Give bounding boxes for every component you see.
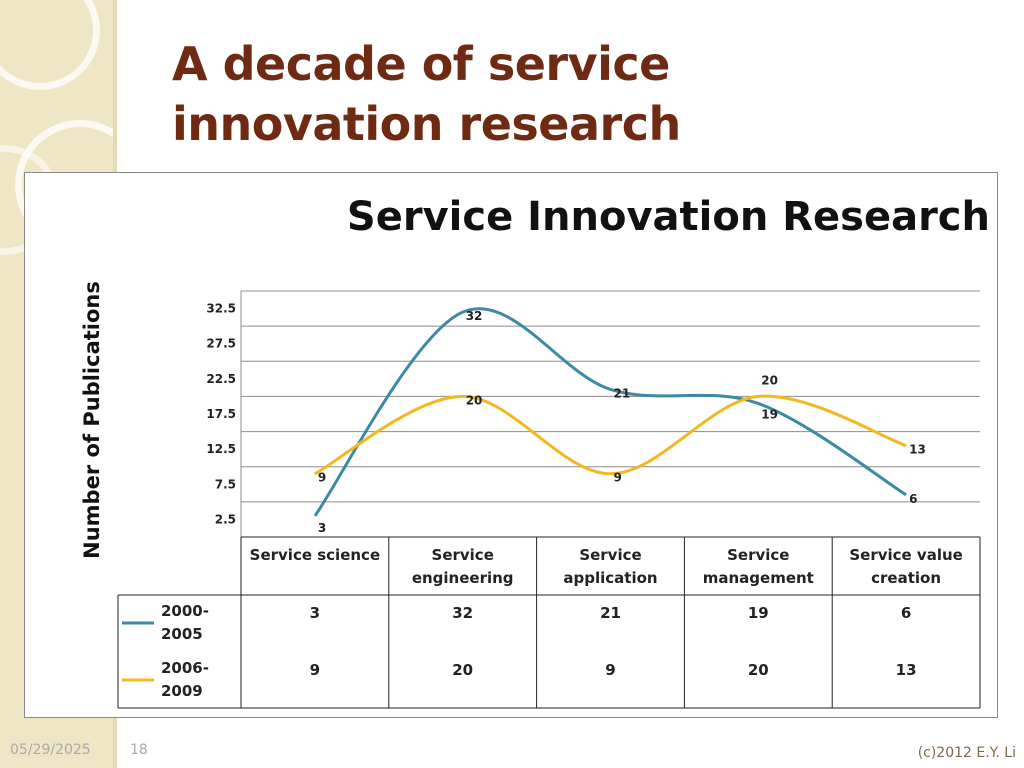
decorative-ring [0,0,100,90]
data-label: 19 [761,407,778,421]
y-tick-label: 2.5 [215,512,236,526]
data-label: 9 [614,471,622,485]
y-tick-label: 7.5 [215,477,236,491]
data-label: 20 [466,393,483,407]
table-value: 6 [901,604,911,622]
x-tick-label: management [703,569,814,587]
data-label: 21 [614,386,631,400]
series-line [313,307,907,517]
x-tick-label: engineering [412,569,514,587]
x-tick-label: application [563,569,657,587]
x-tick-label: Service value [849,546,962,564]
slide-title-line-2: innovation research [172,97,681,151]
table-value: 20 [452,661,473,679]
data-label: 3 [318,521,326,535]
legend-label: 2009 [161,682,203,700]
slide-title-line-1: A decade of service [172,37,670,91]
legend-label: 2005 [161,625,203,643]
data-label: 6 [909,492,917,506]
data-label: 13 [909,443,926,457]
series-line [314,394,907,476]
data-label: 20 [761,373,778,387]
slide-number: 18 [130,742,148,758]
y-tick-label: 12.5 [206,442,236,456]
table-value: 20 [748,661,769,679]
footer-date: 05/29/2025 [10,742,91,758]
x-tick-label: creation [871,569,941,587]
table-value: 9 [605,661,615,679]
x-tick-label: Service [727,546,789,564]
slide-title: A decade of service innovation research [172,34,681,154]
y-tick-label: 22.5 [206,372,236,386]
chart-title: Service Innovation Research [346,194,990,240]
x-tick-label: Service [432,546,494,564]
data-label: 9 [318,471,326,485]
table-value: 19 [748,604,769,622]
legend-label: 2000- [161,602,209,620]
legend-label: 2006- [161,659,209,677]
y-tick-label: 32.5 [206,302,236,316]
data-label: 32 [466,309,483,323]
table-value: 3 [310,604,320,622]
x-tick-label: Service [579,546,641,564]
table-value: 13 [896,661,917,679]
table-value: 21 [600,604,621,622]
y-tick-label: 27.5 [206,337,236,351]
footer-copyright: (c)2012 E.Y. Li [917,745,1016,761]
table-value: 9 [310,661,320,679]
table-value: 32 [452,604,473,622]
y-tick-label: 17.5 [206,407,236,421]
x-tick-label: Service science [250,546,380,564]
